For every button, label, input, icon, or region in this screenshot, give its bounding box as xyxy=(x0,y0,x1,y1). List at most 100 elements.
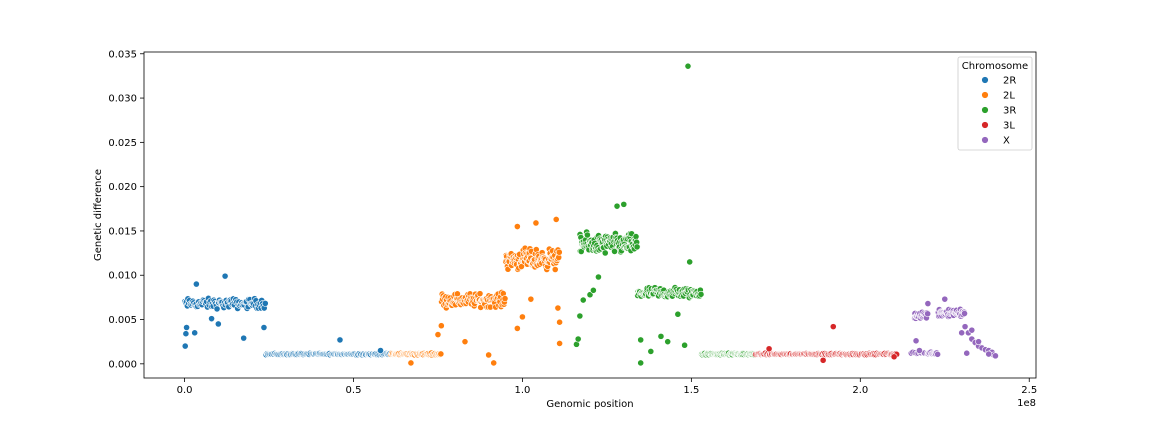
x-offset-label: 1e8 xyxy=(1017,398,1036,409)
data-point xyxy=(963,349,971,357)
data-point xyxy=(633,243,641,251)
data-point xyxy=(934,350,942,358)
data-point xyxy=(336,336,344,344)
data-point xyxy=(501,295,509,302)
data-point xyxy=(437,350,445,358)
data-point xyxy=(191,329,199,337)
data-point xyxy=(632,233,640,240)
legend-items: 2R 2L 3R 3L X xyxy=(981,76,1016,147)
data-point xyxy=(958,329,966,337)
legend-title: Chromosome xyxy=(962,61,1028,72)
data-point xyxy=(513,223,521,230)
data-point xyxy=(637,336,645,344)
x-tick-label: 1.0 xyxy=(514,385,530,396)
data-point xyxy=(513,324,521,332)
data-point xyxy=(554,304,562,312)
legend-label: 3L xyxy=(1003,121,1015,132)
legend-marker xyxy=(981,106,989,114)
data-point xyxy=(182,330,190,338)
data-points xyxy=(181,62,999,367)
data-point xyxy=(183,324,190,331)
data-point xyxy=(664,338,672,346)
legend-label: 2R xyxy=(1003,76,1016,87)
legend-label: 3R xyxy=(1003,106,1016,117)
data-point xyxy=(181,342,189,350)
data-point xyxy=(407,359,415,367)
data-point xyxy=(552,216,560,223)
data-point xyxy=(992,352,999,360)
data-point xyxy=(586,291,594,299)
data-point xyxy=(213,305,221,313)
data-point xyxy=(240,334,248,342)
data-point xyxy=(657,332,665,340)
series-x xyxy=(907,295,999,360)
data-point xyxy=(975,338,982,346)
data-point xyxy=(556,318,563,326)
x-tick-label: 2.0 xyxy=(852,385,868,396)
data-point xyxy=(613,202,621,210)
data-point xyxy=(681,341,689,349)
x-tick-label: 1.5 xyxy=(683,385,699,396)
data-point xyxy=(461,338,469,346)
legend-marker xyxy=(981,91,989,99)
data-point xyxy=(577,248,585,255)
data-point xyxy=(924,300,932,307)
data-point xyxy=(916,347,923,354)
data-point xyxy=(697,290,705,298)
data-point xyxy=(579,296,587,304)
x-tick-label: 0.5 xyxy=(346,385,362,396)
data-point xyxy=(556,340,563,347)
data-point xyxy=(555,248,563,256)
y-tick-label: 0.030 xyxy=(108,94,137,105)
data-point xyxy=(985,350,993,358)
data-point xyxy=(476,290,484,298)
data-point xyxy=(584,231,591,239)
data-point xyxy=(620,200,628,208)
y-tick-label: 0.010 xyxy=(108,271,137,282)
y-axis-label: Genetic difference xyxy=(93,169,104,261)
data-point xyxy=(595,273,602,281)
y-tick-label: 0.025 xyxy=(108,138,137,149)
y-axis: 0.000 0.005 0.010 0.015 0.020 0.025 0.030 0.035 xyxy=(108,49,144,370)
series-2l xyxy=(387,216,563,367)
data-point xyxy=(601,249,609,257)
data-point xyxy=(589,286,597,294)
legend-marker xyxy=(981,76,989,84)
data-point xyxy=(214,320,222,328)
data-point xyxy=(637,359,645,367)
data-point xyxy=(647,348,655,355)
data-point xyxy=(765,345,773,353)
data-point xyxy=(686,258,694,266)
legend-label: 2L xyxy=(1003,91,1015,102)
data-point xyxy=(261,299,269,307)
data-point xyxy=(829,323,837,331)
legend: Chromosome 2R 2L 3R 3L X xyxy=(957,56,1033,151)
data-point xyxy=(941,295,949,303)
data-point xyxy=(221,272,229,280)
data-point xyxy=(532,219,540,227)
data-point xyxy=(485,351,493,359)
legend-box xyxy=(957,56,1033,151)
y-tick-label: 0.005 xyxy=(108,315,137,326)
data-point xyxy=(968,326,976,334)
x-axis-label: Genomic position xyxy=(546,399,633,410)
data-point xyxy=(819,356,827,364)
data-point xyxy=(890,353,898,361)
data-point xyxy=(377,347,384,354)
data-point xyxy=(208,315,215,323)
legend-marker xyxy=(981,121,989,129)
y-tick-label: 0.020 xyxy=(108,182,137,193)
plot-area-frame xyxy=(143,51,1037,379)
series-3r xyxy=(573,62,759,367)
series-3l xyxy=(752,323,901,364)
data-point xyxy=(674,310,682,318)
data-point xyxy=(684,62,692,70)
data-point xyxy=(434,331,442,338)
data-point xyxy=(519,313,526,321)
data-point xyxy=(437,322,445,330)
x-axis: 0.0 0.5 1.0 1.5 2.0 2.5 xyxy=(177,378,1037,396)
data-point xyxy=(192,280,200,288)
data-point xyxy=(551,266,559,273)
y-tick-label: 0.035 xyxy=(108,49,137,60)
